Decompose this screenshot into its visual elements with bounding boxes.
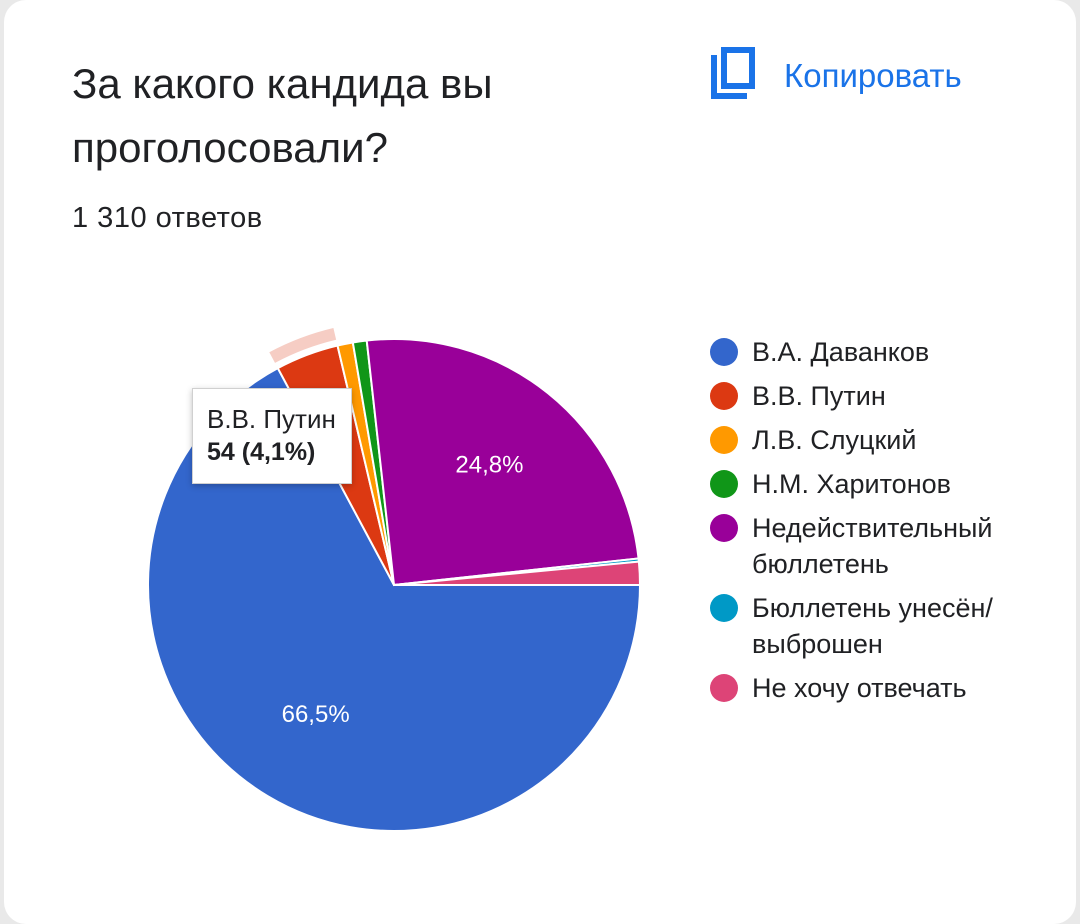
copy-label: Копировать <box>784 57 962 94</box>
pie-slice[interactable] <box>393 560 642 586</box>
tooltip-label: В.В. Путин <box>207 404 336 434</box>
legend-item[interactable]: Л.В. Слуцкий <box>710 422 1040 458</box>
legend-item[interactable]: Н.М. Харитонов <box>710 466 1040 502</box>
legend-label: Л.В. Слуцкий <box>752 425 917 455</box>
legend-swatch <box>710 674 738 702</box>
copy-icon <box>708 46 756 107</box>
chart-card: За какого кандида вы проголосовали? 1 31… <box>4 0 1076 924</box>
legend-label: Бюллетень унесён/ выброшен <box>752 593 993 659</box>
slice-label: 66,5% <box>282 701 350 728</box>
legend-item[interactable]: Недействительный бюллетень <box>710 510 1040 582</box>
legend-item[interactable]: В.В. Путин <box>710 378 1040 414</box>
legend-swatch <box>710 382 738 410</box>
legend-label: Не хочу отвечать <box>752 673 967 703</box>
chart-legend: В.А. Даванков В.В. Путин Л.В. Слуцкий Н.М. … <box>710 334 1040 714</box>
legend-swatch <box>710 470 738 498</box>
legend-swatch <box>710 338 738 366</box>
response-count: 1 310 ответов <box>72 202 263 234</box>
legend-label: Недействительный бюллетень <box>752 513 993 579</box>
chart-title: За какого кандида вы проголосовали? <box>72 60 493 171</box>
slice-tooltip: В.В. Путин 54 (4,1%) <box>192 388 352 484</box>
legend-swatch <box>710 594 738 622</box>
tooltip-value: 54 (4,1%) <box>207 438 316 466</box>
legend-swatch <box>710 426 738 454</box>
slice-highlight <box>269 328 337 363</box>
legend-item[interactable]: Бюллетень унесён/ выброшен <box>710 590 1040 662</box>
legend-item[interactable]: В.А. Даванков <box>710 334 1040 370</box>
copy-button[interactable]: Копировать <box>708 44 962 108</box>
legend-label: В.А. Даванков <box>752 337 930 367</box>
legend-label: Н.М. Харитонов <box>752 469 951 499</box>
pie-slice[interactable] <box>365 338 640 587</box>
legend-label: В.В. Путин <box>752 381 886 411</box>
legend-swatch <box>710 514 738 542</box>
pie-chart: 66,5% 24,8% <box>147 328 642 832</box>
slice-label: 24,8% <box>455 451 523 478</box>
legend-item[interactable]: Не хочу отвечать <box>710 670 1040 706</box>
